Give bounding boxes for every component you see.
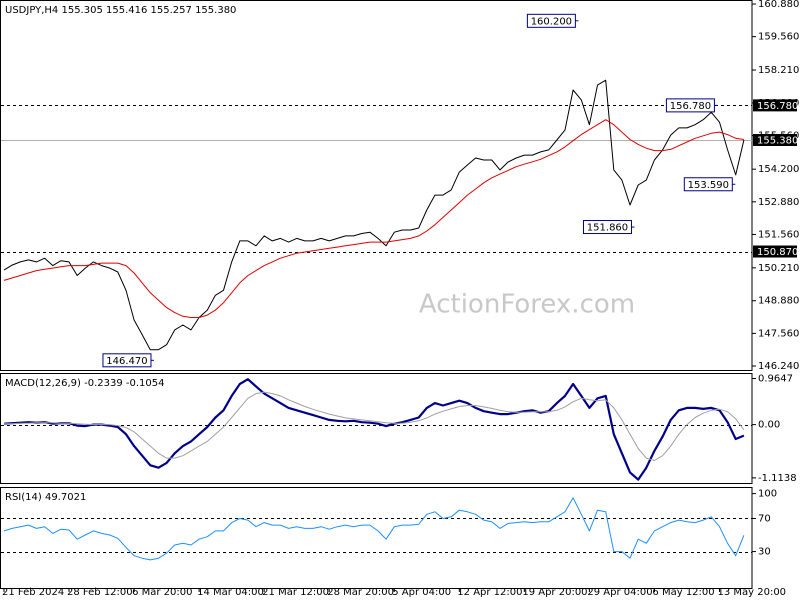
- x-tick-label: 29 Apr 04:00: [587, 587, 652, 598]
- series-line: [3, 79, 745, 351]
- annotation-label: 160.200: [531, 16, 572, 27]
- x-tick-label: 28 Mar 20:00: [327, 587, 394, 598]
- annotation-label: 153.590: [688, 180, 729, 191]
- panel-title: RSI(14) 49.7021: [5, 492, 86, 503]
- x-tick-label: 12 Apr 12:00: [457, 587, 522, 598]
- level-tag: [753, 133, 797, 146]
- y-tick-label: 70: [758, 513, 771, 524]
- y-tick-label: 148.880: [758, 296, 799, 307]
- annotation-box: [683, 177, 733, 192]
- annotation-label: 146.470: [106, 356, 147, 367]
- watermark: ActionForex.com: [419, 290, 635, 320]
- x-tick-label: 19 Apr 20:00: [522, 587, 587, 598]
- y-tick-label: 160.880: [758, 0, 799, 10]
- level-tag: [753, 99, 797, 112]
- panel-frame: [0, 373, 753, 484]
- y-tick-label: 147.560: [758, 328, 799, 339]
- y-tick-label: 100: [758, 489, 777, 500]
- x-tick-label: 6 Mar 20:00: [132, 587, 192, 598]
- x-tick-label: 21 Feb 2024: [2, 587, 64, 598]
- panel-title: MACD(12,26,9) -0.2339 -0.1054: [5, 378, 165, 389]
- y-tick-label: -1.1138: [758, 473, 797, 484]
- annotation-box: [526, 13, 576, 28]
- y-tick-label: 30: [758, 547, 771, 558]
- y-tick-label: 152.880: [758, 197, 799, 208]
- panel-frame: [0, 0, 753, 371]
- y-tick-label: 0.9647: [758, 374, 793, 385]
- series-line: [3, 497, 745, 561]
- annotation-label: 156.780: [670, 101, 711, 112]
- panel-frame: [0, 487, 753, 589]
- x-tick-label: 28 Feb 12:00: [67, 587, 133, 598]
- level-label: 156.780: [757, 101, 798, 112]
- y-tick-label: 0.00: [758, 420, 780, 431]
- level-tag: [753, 245, 797, 258]
- y-tick-label: 151.560: [758, 229, 799, 240]
- x-tick-label: 5 Apr 04:00: [392, 587, 451, 598]
- series-line: [3, 119, 744, 318]
- level-label: 150.870: [757, 247, 798, 258]
- x-tick-label: 13 May 20:00: [717, 587, 786, 598]
- level-label: 155.380: [757, 135, 798, 146]
- y-tick-label: 158.210: [758, 65, 799, 76]
- y-tick-label: 150.210: [758, 263, 799, 274]
- annotation-label: 151.860: [587, 223, 628, 234]
- y-tick-label: 146.240: [758, 361, 799, 372]
- x-tick-label: 14 Mar 04:00: [197, 587, 264, 598]
- x-tick-label: 6 May 12:00: [652, 587, 714, 598]
- series-line: [4, 391, 745, 461]
- y-tick-label: 154.200: [758, 164, 799, 175]
- x-tick-label: 21 Mar 12:00: [262, 587, 329, 598]
- annotation-box: [582, 220, 632, 235]
- y-tick-label: 159.560: [758, 32, 799, 43]
- series-line: [3, 378, 745, 481]
- annotation-box: [102, 353, 152, 368]
- annotation-box: [665, 98, 715, 113]
- panel-title: USDJPY,H4 155.305 155.416 155.257 155.38…: [5, 5, 236, 16]
